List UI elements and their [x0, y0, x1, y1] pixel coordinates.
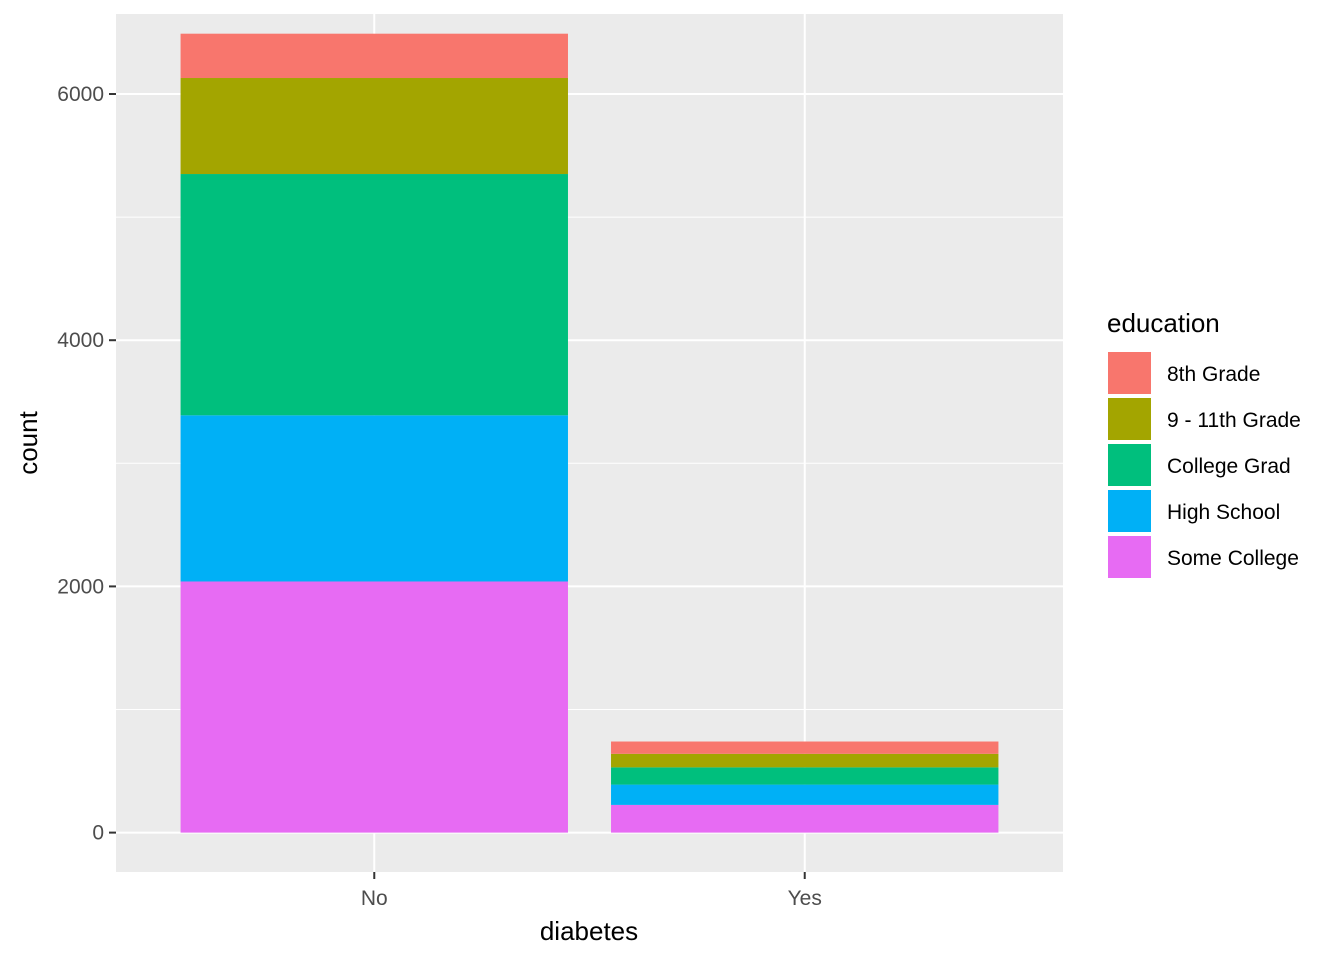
bar-yes-9-11th-grade — [611, 753, 999, 768]
bar-no-8th-grade — [180, 33, 568, 79]
legend-title: education — [1107, 308, 1220, 338]
legend-key-some-college — [1108, 536, 1151, 578]
bar-no-some-college — [180, 581, 568, 833]
legend-label-college-grad: College Grad — [1167, 455, 1291, 478]
legend-key-college-grad — [1108, 444, 1151, 486]
x-tick-label: Yes — [788, 887, 822, 910]
x-axis-title: diabetes — [540, 916, 638, 946]
legend-key-high-school — [1108, 490, 1151, 532]
y-tick-label: 4000 — [57, 329, 104, 352]
y-tick-label: 6000 — [57, 83, 104, 106]
legend-key-8th-grade — [1108, 352, 1151, 394]
legend: education 8th Grade 9 - 11th Grade College… — [1107, 308, 1301, 578]
bar-yes-college-grad — [611, 767, 999, 785]
y-axis: 0 2000 4000 6000 — [57, 83, 116, 845]
x-axis: No Yes — [361, 872, 822, 910]
bar-yes-high-school — [611, 784, 999, 805]
bar-yes-some-college — [611, 804, 999, 833]
y-tick-label: 2000 — [57, 575, 104, 598]
y-axis-title: count — [13, 410, 43, 474]
bar-no-college-grad — [180, 174, 568, 416]
legend-label-8th-grade: 8th Grade — [1167, 363, 1260, 386]
x-tick-label: No — [361, 887, 388, 910]
legend-label-high-school: High School — [1167, 501, 1280, 524]
legend-label-some-college: Some College — [1167, 547, 1299, 570]
bar-no-high-school — [180, 415, 568, 582]
legend-key-9-11th-grade — [1108, 398, 1151, 440]
bar-yes-8th-grade — [611, 741, 999, 754]
legend-label-9-11th-grade: 9 - 11th Grade — [1167, 409, 1301, 432]
y-tick-label: 0 — [92, 822, 104, 845]
bars-layer — [180, 33, 999, 833]
bar-no-9-11th-grade — [180, 78, 568, 175]
